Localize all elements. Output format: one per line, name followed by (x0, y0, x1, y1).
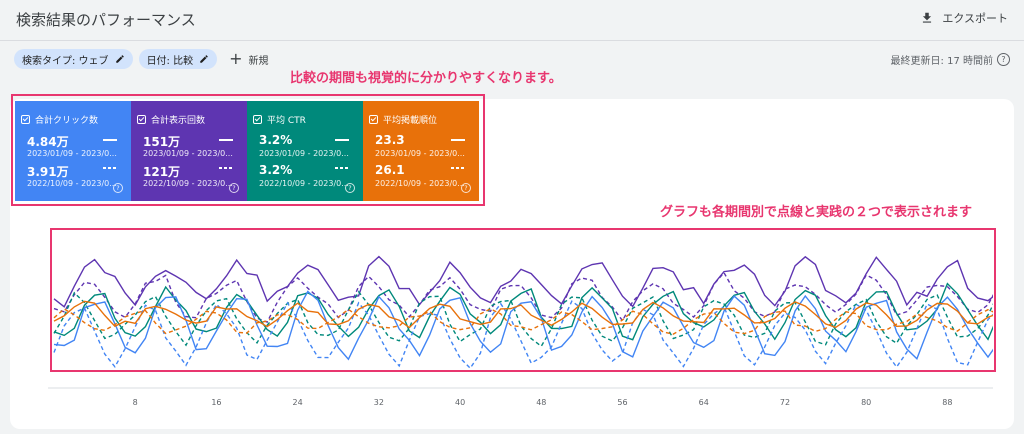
help-icon[interactable]: ? (461, 183, 471, 193)
metric-label: 合計表示回数 (151, 116, 206, 126)
metric-range: 2023/01/09 - 2023/0... (259, 149, 349, 158)
top-bar: 検索結果のパフォーマンス エクスポート (0, 0, 1024, 41)
metric-value: 23.3 (375, 133, 405, 147)
metric-compare-value: 3.2% (259, 163, 293, 177)
download-icon (923, 12, 932, 23)
new-filter-label: 新規 (248, 55, 269, 67)
metric-card-impressions[interactable]: 合計表示回数 151万 2023/01/09 - 2023/0... 121万 … (131, 101, 247, 201)
metric-label: 平均掲載順位 (383, 116, 438, 126)
dashed-line-icon (219, 167, 233, 169)
filter-chip-date[interactable]: 日付: 比較 (138, 49, 218, 69)
help-icon[interactable]: ? (345, 183, 355, 193)
metric-compare-range: 2022/10/09 - 2023/0... (259, 179, 349, 188)
metric-card-clicks[interactable]: 合計クリック数 4.84万 2023/01/09 - 2023/0... 3.9… (15, 101, 131, 201)
checkbox-icon[interactable] (137, 115, 146, 124)
x-tick-label: 16 (211, 398, 222, 407)
performance-chart (48, 255, 993, 389)
dashed-line-icon (451, 167, 465, 169)
export-button[interactable]: エクスポート (920, 10, 1008, 26)
x-axis-ticks: 8 16 24 32 40 48 56 64 72 80 88 (48, 398, 993, 412)
new-filter-button[interactable]: + 新規 (229, 49, 269, 68)
x-tick-label: 8 (132, 398, 138, 407)
filter-chip-label: 日付: 比較 (146, 55, 194, 67)
x-tick-label: 56 (617, 398, 628, 407)
x-tick-label: 48 (536, 398, 547, 407)
metric-compare-value: 26.1 (375, 163, 405, 177)
plus-icon: + (229, 49, 243, 68)
filter-bar: 検索タイプ: ウェブ 日付: 比較 + 新規 (14, 49, 269, 69)
help-icon[interactable]: ? (997, 53, 1010, 66)
metric-compare-value: 121万 (143, 165, 181, 179)
metric-card-ctr[interactable]: 平均 CTR 3.2% 2023/01/09 - 2023/0... 3.2% … (247, 101, 363, 201)
metric-cards-highlight (11, 94, 485, 206)
x-tick-label: 72 (779, 398, 791, 407)
x-tick-label: 40 (454, 398, 466, 407)
x-tick-label: 32 (373, 398, 384, 407)
x-tick-label: 88 (942, 398, 953, 407)
metric-card-position[interactable]: 平均掲載順位 23.3 2023/01/09 - 2023/0... 26.1 … (363, 101, 479, 201)
checkbox-icon[interactable] (369, 115, 378, 124)
metric-compare-range: 2022/10/09 - 2023/0... (27, 179, 117, 188)
last-updated-text: 最終更新日: 17 時間前 (890, 56, 993, 67)
clicks-series-line (53, 290, 993, 361)
metric-value: 151万 (143, 135, 181, 149)
x-tick-label: 24 (292, 398, 303, 407)
metric-range: 2023/01/09 - 2023/0... (143, 149, 233, 158)
solid-line-icon (103, 139, 117, 141)
dashed-line-icon (103, 167, 117, 169)
metric-range: 2023/01/09 - 2023/0... (375, 149, 465, 158)
x-tick-label: 80 (861, 398, 872, 407)
metric-value: 3.2% (259, 133, 293, 147)
solid-line-icon (451, 139, 465, 141)
metric-label: 合計クリック数 (35, 116, 99, 126)
last-updated: 最終更新日: 17 時間前 ? (891, 52, 1010, 67)
annotation-chart-note: グラフも各期間別で点線と実践の２つで表示されます (660, 205, 973, 220)
impressions-compare-series-line (53, 271, 993, 323)
metric-label: 平均 CTR (267, 116, 306, 126)
metric-range: 2023/01/09 - 2023/0... (27, 149, 117, 158)
metric-compare-range: 2022/10/09 - 2023/0... (143, 179, 233, 188)
solid-line-icon (335, 139, 349, 141)
solid-line-icon (219, 139, 233, 141)
metric-compare-range: 2022/10/09 - 2023/0... (375, 179, 465, 188)
filter-chip-search-type[interactable]: 検索タイプ: ウェブ (14, 49, 133, 69)
metric-value: 4.84万 (27, 135, 69, 149)
help-icon[interactable]: ? (229, 183, 239, 193)
help-icon[interactable]: ? (113, 183, 123, 193)
x-tick-label: 64 (698, 398, 709, 407)
impressions-series-line (53, 255, 993, 308)
page-title: 検索結果のパフォーマンス (16, 11, 196, 29)
annotation-compare-note: 比較の期間も視覚的に分かりやすくなります。 (290, 71, 562, 86)
chart-highlight (50, 228, 996, 372)
filter-chip-label: 検索タイプ: ウェブ (22, 55, 109, 67)
position-series-line (53, 300, 993, 329)
edit-icon[interactable] (115, 54, 125, 64)
edit-icon[interactable] (199, 54, 209, 64)
dashed-line-icon (335, 167, 349, 169)
ctr-compare-series-line (53, 290, 993, 348)
metric-compare-value: 3.91万 (27, 165, 69, 179)
export-label: エクスポート (942, 12, 1008, 25)
position-compare-series-line (53, 308, 993, 335)
checkbox-icon[interactable] (253, 115, 262, 124)
checkbox-icon[interactable] (21, 115, 30, 124)
